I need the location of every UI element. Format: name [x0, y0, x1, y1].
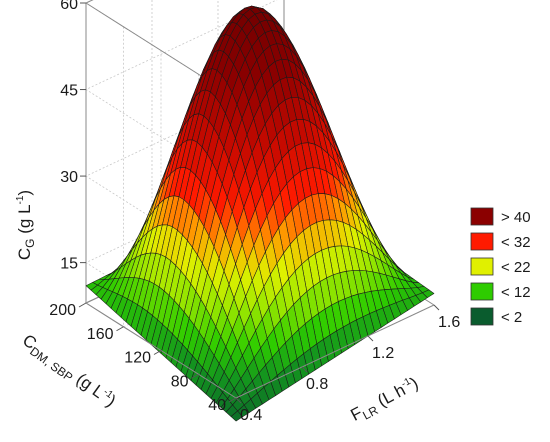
- y-tick-label: 40: [208, 397, 226, 414]
- legend-swatch: [470, 307, 494, 326]
- z-tick-label: 15: [60, 256, 78, 273]
- y-tick-mark: [116, 326, 124, 332]
- y-tick-mark: [228, 397, 237, 403]
- y-tick-label: 80: [171, 373, 189, 390]
- legend-label: < 32: [501, 234, 531, 251]
- y-tick-label: 200: [49, 302, 76, 319]
- legend: > 40 < 32 < 22 < 12 < 2: [470, 207, 531, 326]
- legend-label: > 40: [501, 209, 531, 226]
- axis-x-line: [235, 304, 435, 399]
- legend-swatch: [470, 232, 494, 251]
- legend-label: < 2: [501, 309, 522, 326]
- x-tick-label: 0.4: [240, 407, 262, 424]
- x-tick-label: 0.8: [306, 376, 328, 393]
- x-tick-label: 1.2: [372, 345, 394, 362]
- legend-swatch: [470, 257, 494, 276]
- x-tick-mark: [433, 304, 440, 311]
- y-tick-label: 120: [124, 350, 151, 367]
- surface-cell: [230, 410, 243, 422]
- legend-swatch: [470, 207, 494, 226]
- tick-labels: 15 30 45 60 40 80 120 160 200 0.4 0.8 1.2 1.6: [49, 0, 460, 424]
- legend-swatch: [470, 282, 494, 301]
- response-surface: [85, 5, 435, 422]
- y-tick-mark: [153, 350, 162, 355]
- x-tick-mark: [301, 366, 308, 373]
- z-tick-label: 45: [60, 83, 78, 100]
- x-tick-mark: [235, 397, 242, 404]
- x-tick-label: 1.6: [438, 314, 460, 331]
- x-axis-label: FLR (L h-1): [347, 373, 422, 427]
- y-axis-label: CDM, SBP (g L-1): [17, 330, 119, 413]
- z-axis-label: CG (g L-1): [15, 190, 37, 260]
- legend-label: < 22: [501, 259, 531, 276]
- z-tick-label: 30: [60, 169, 78, 186]
- legend-label: < 12: [501, 284, 531, 301]
- y-tick-label: 160: [87, 326, 114, 343]
- z-tick-label: 60: [60, 0, 78, 13]
- y-tick-mark: [78, 302, 87, 308]
- y-tick-mark: [191, 373, 199, 379]
- x-tick-mark: [367, 335, 374, 342]
